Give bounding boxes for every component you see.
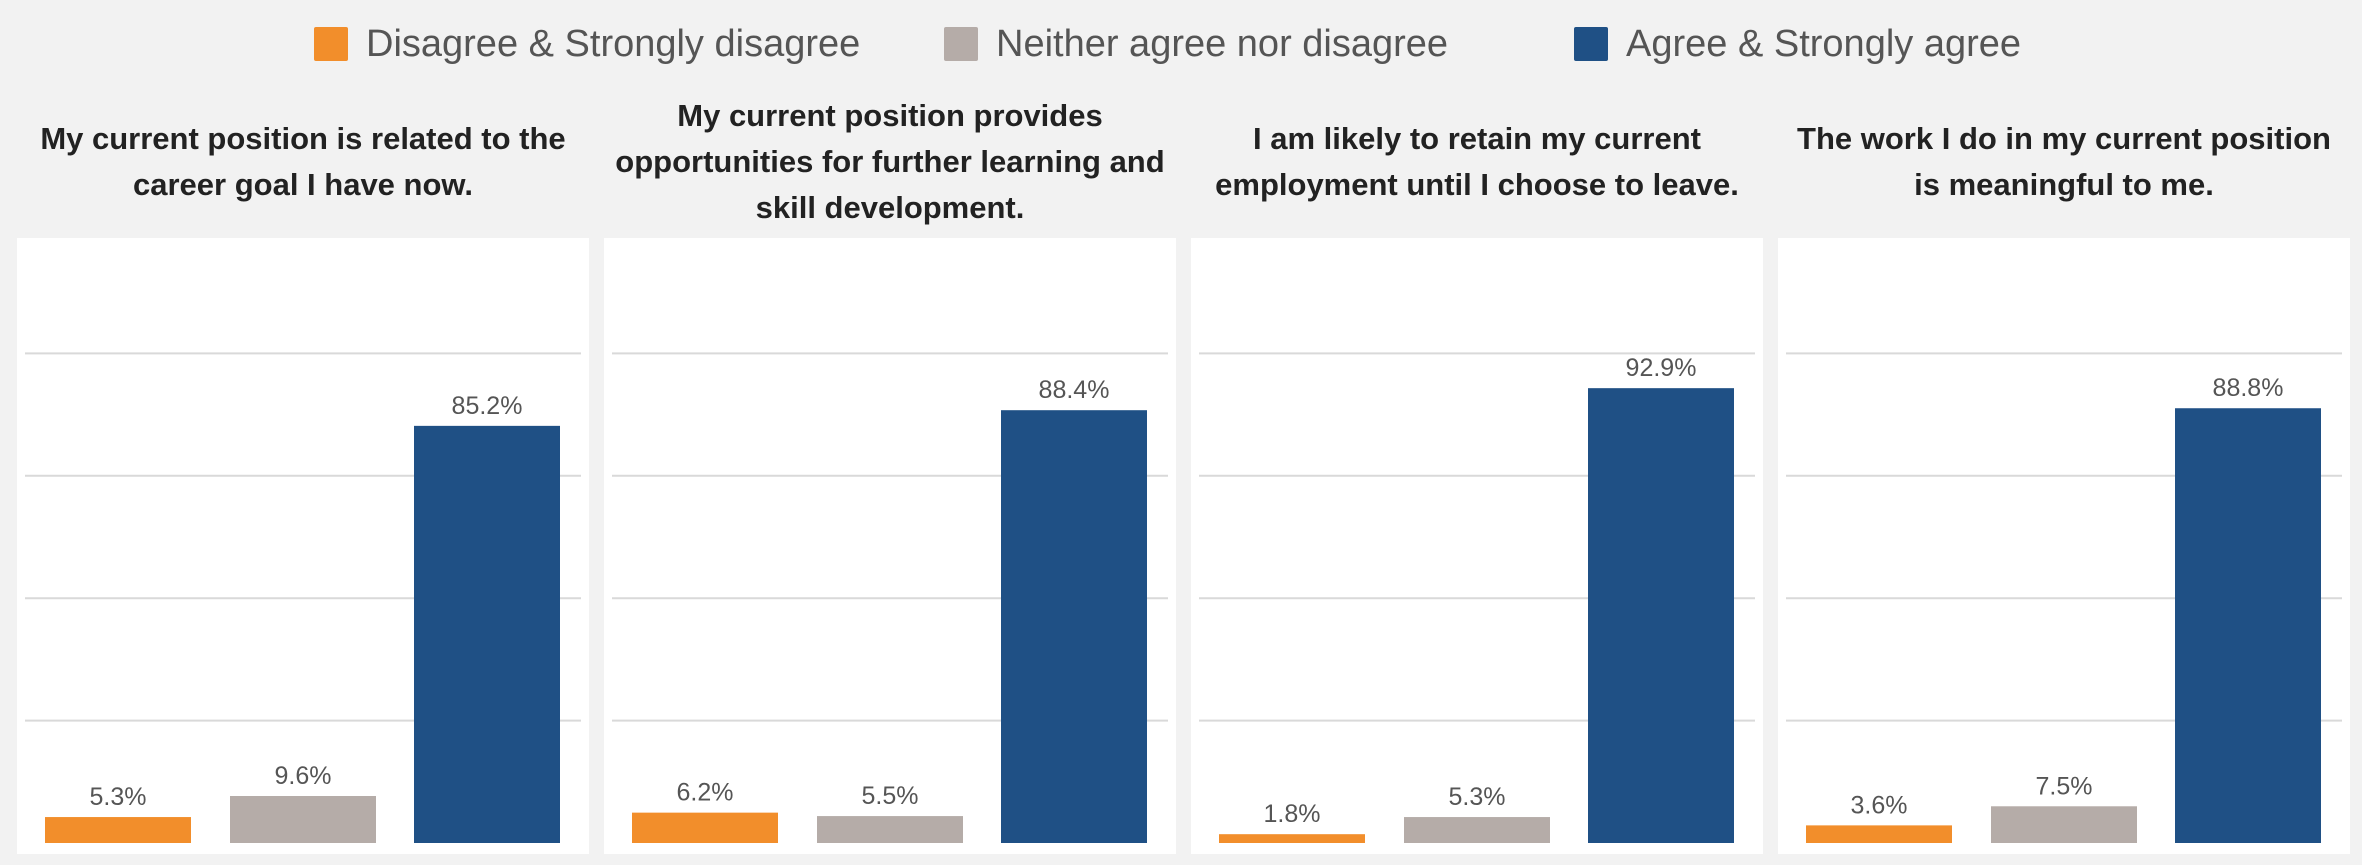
chart-panel-2: 6.2% 5.5% 88.4% bbox=[604, 238, 1176, 854]
legend-label-agree: Agree & Strongly agree bbox=[1626, 22, 2022, 65]
legend-swatch-disagree bbox=[314, 27, 348, 61]
panel-title-1: My current position is related to the ca… bbox=[40, 121, 566, 202]
data-label-disagree: 6.2% bbox=[677, 779, 734, 807]
data-label-neither: 9.6% bbox=[275, 762, 332, 790]
bar-agree bbox=[1001, 410, 1147, 843]
legend-label-disagree: Disagree & Strongly disagree bbox=[366, 22, 861, 65]
bar-plot-1: 5.3% 9.6% 85.2% bbox=[25, 352, 581, 843]
bar-neither bbox=[1991, 806, 2137, 843]
data-label-neither: 7.5% bbox=[2036, 772, 2093, 800]
legend-label-neither: Neither agree nor disagree bbox=[996, 22, 1449, 65]
data-label-agree: 88.8% bbox=[2213, 374, 2284, 402]
data-label-disagree: 5.3% bbox=[90, 783, 147, 811]
chart-panel-4: 3.6% 7.5% 88.8% bbox=[1778, 238, 2350, 854]
chart-panel-1: 5.3% 9.6% 85.2% bbox=[17, 238, 589, 854]
panel-title-4: The work I do in my current position is … bbox=[1797, 121, 2331, 202]
bar-neither bbox=[1404, 817, 1550, 843]
bar-disagree bbox=[1219, 834, 1365, 843]
bar-agree bbox=[1588, 388, 1734, 843]
legend-swatch-agree bbox=[1574, 27, 1608, 61]
legend: Disagree & Strongly disagree Neither agr… bbox=[0, 16, 2362, 72]
bar-agree bbox=[414, 425, 560, 843]
data-label-disagree: 1.8% bbox=[1264, 800, 1321, 828]
bar-plot-2: 6.2% 5.5% 88.4% bbox=[612, 352, 1168, 843]
bar-plot-4: 3.6% 7.5% 88.8% bbox=[1786, 352, 2342, 843]
data-label-neither: 5.5% bbox=[862, 782, 919, 810]
data-label-agree: 85.2% bbox=[452, 392, 523, 420]
data-label-neither: 5.3% bbox=[1449, 783, 1506, 811]
bar-disagree bbox=[1806, 825, 1952, 843]
panel-title-2: My current position provides opportuniti… bbox=[615, 98, 1165, 225]
legend-item-disagree: Disagree & Strongly disagree bbox=[314, 16, 860, 72]
bar-neither bbox=[817, 816, 963, 843]
bar-agree bbox=[2175, 408, 2321, 843]
bar-disagree bbox=[45, 817, 191, 843]
bar-disagree bbox=[632, 812, 778, 843]
bar-plot-3: 1.8% 5.3% 92.9% bbox=[1199, 352, 1755, 843]
data-label-agree: 88.4% bbox=[1039, 376, 1110, 404]
bar-neither bbox=[230, 795, 376, 843]
legend-item-neither: Neither agree nor disagree bbox=[944, 16, 1448, 72]
legend-swatch-neither bbox=[944, 27, 978, 61]
data-label-agree: 92.9% bbox=[1626, 354, 1697, 382]
chart-panel-3: 1.8% 5.3% 92.9% bbox=[1191, 238, 1763, 854]
legend-item-agree: Agree & Strongly agree bbox=[1574, 16, 2021, 72]
panel-title-3: I am likely to retain my current employm… bbox=[1215, 121, 1739, 202]
data-label-disagree: 3.6% bbox=[1851, 791, 1908, 819]
